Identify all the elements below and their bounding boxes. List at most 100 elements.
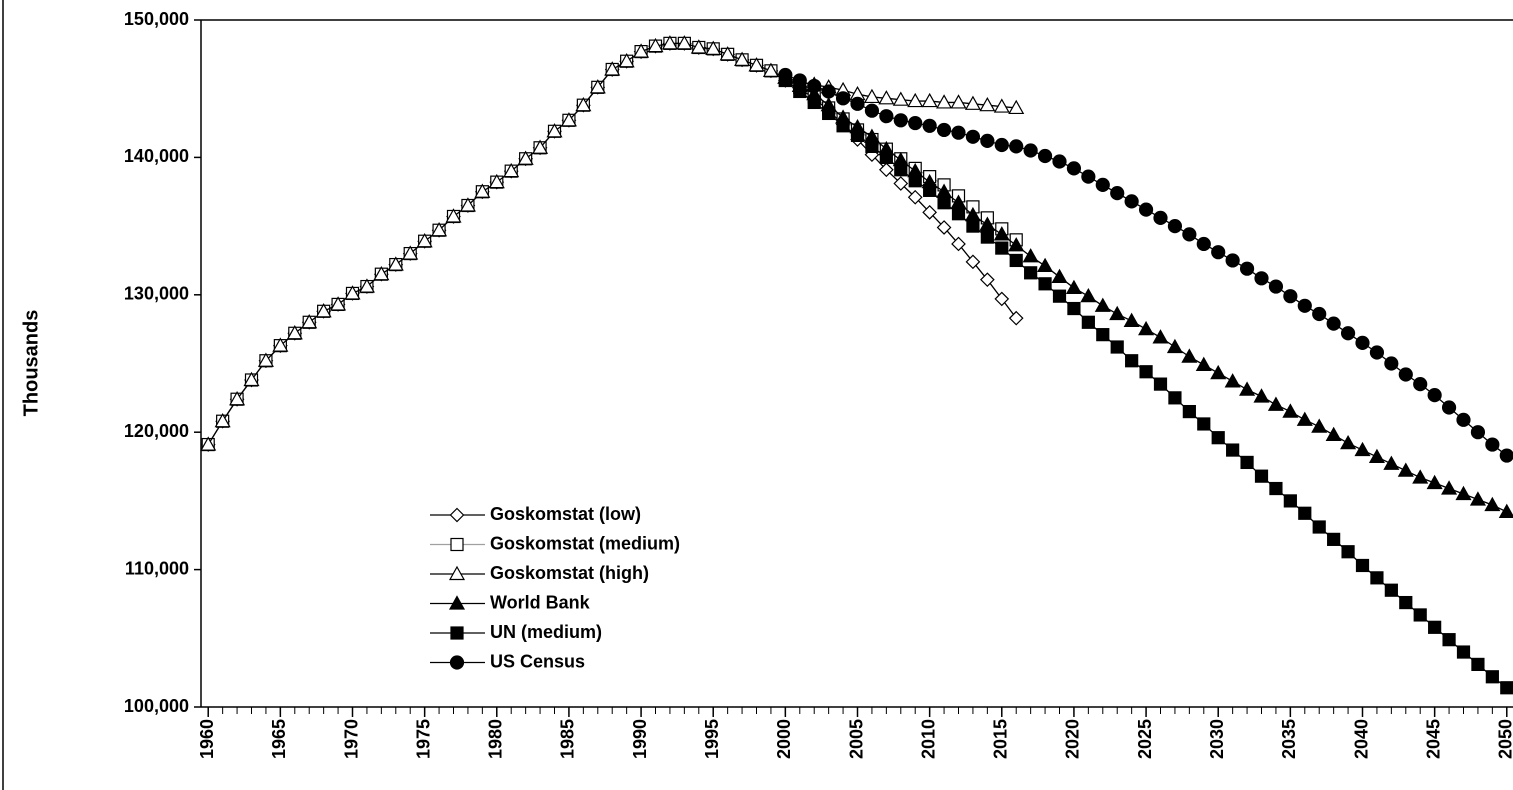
marker [936, 220, 952, 235]
y-tick-label: 110,000 [125, 558, 189, 578]
marker [1139, 365, 1153, 379]
marker [980, 133, 995, 149]
marker [1065, 279, 1082, 295]
marker [1340, 326, 1356, 341]
marker [1253, 388, 1270, 403]
marker [821, 84, 836, 99]
marker [532, 139, 549, 154]
marker [822, 106, 836, 121]
marker [1254, 271, 1269, 286]
marker [1096, 328, 1110, 342]
marker [993, 226, 1010, 241]
marker [1355, 558, 1370, 573]
marker [315, 303, 332, 318]
marker [879, 162, 894, 178]
x-tick-label: 2040 [1351, 719, 1371, 759]
marker [892, 91, 909, 106]
marker [1254, 469, 1269, 483]
x-tick-label: 1960 [197, 719, 217, 759]
x-tick-label: 2025 [1135, 719, 1155, 759]
marker [344, 285, 361, 300]
x-tick-label: 2030 [1207, 719, 1227, 759]
marker [937, 196, 951, 210]
marker [1340, 434, 1357, 450]
marker [690, 39, 707, 54]
marker [618, 52, 635, 68]
marker [450, 537, 464, 552]
legend-label: Goskomstat (medium) [490, 533, 680, 553]
x-tick-label: 2005 [846, 719, 866, 759]
marker [1441, 480, 1458, 495]
marker [1152, 329, 1169, 344]
marker [1008, 237, 1025, 252]
x-tick-label: 1985 [558, 719, 578, 759]
x-tick-label: 2035 [1279, 719, 1299, 759]
marker [647, 37, 664, 53]
marker [979, 96, 996, 112]
marker [1024, 266, 1038, 280]
marker [778, 67, 793, 83]
marker [1051, 268, 1068, 284]
marker [1267, 396, 1284, 411]
marker [1037, 257, 1054, 273]
marker [1110, 186, 1125, 201]
marker [1196, 236, 1211, 252]
marker [358, 278, 375, 293]
x-tick-label: 1970 [341, 719, 361, 759]
marker [1311, 418, 1328, 433]
marker [517, 150, 534, 165]
marker [1008, 99, 1025, 115]
marker [951, 236, 966, 252]
marker [1153, 377, 1168, 391]
marker [1239, 381, 1256, 396]
x-tick-label: 2050 [1496, 719, 1513, 759]
marker [1354, 441, 1371, 457]
marker [863, 88, 880, 104]
marker [908, 174, 922, 188]
marker [1427, 388, 1442, 403]
marker [951, 207, 966, 221]
marker [503, 162, 520, 178]
marker [719, 46, 736, 61]
marker [1153, 210, 1168, 225]
x-tick-label: 1995 [702, 719, 722, 759]
marker [1166, 338, 1183, 354]
y-tick-label: 140,000 [124, 146, 189, 166]
marker [1080, 287, 1097, 303]
marker [1211, 431, 1225, 445]
plot-area: 100,000 110,000 120,000 130,000 140,000 150,0… [124, 9, 1513, 759]
marker [1138, 202, 1154, 217]
marker [1296, 411, 1313, 426]
x-tick-label: 1990 [630, 719, 650, 759]
marker [878, 90, 895, 105]
marker [964, 95, 981, 110]
marker [807, 95, 821, 110]
marker [879, 109, 894, 124]
marker [1181, 348, 1198, 363]
marker [214, 412, 231, 428]
marker [1110, 340, 1124, 354]
marker [1081, 315, 1095, 329]
marker [1498, 503, 1513, 518]
marker [907, 92, 924, 108]
marker [1341, 545, 1355, 559]
marker [1369, 345, 1385, 360]
marker [748, 57, 765, 72]
marker [1283, 494, 1297, 508]
marker [488, 173, 505, 189]
marker [1210, 364, 1227, 380]
marker [448, 595, 466, 610]
marker [431, 221, 448, 237]
marker [560, 112, 577, 127]
marker [1182, 404, 1196, 419]
x-tick-label: 1965 [269, 719, 289, 759]
x-tick-label: 2010 [918, 719, 938, 759]
marker [893, 113, 908, 128]
marker [836, 119, 850, 133]
marker [907, 189, 923, 205]
marker [1485, 670, 1499, 684]
marker [734, 51, 751, 66]
marker [1125, 354, 1139, 368]
legend-label: US Census [490, 651, 585, 671]
